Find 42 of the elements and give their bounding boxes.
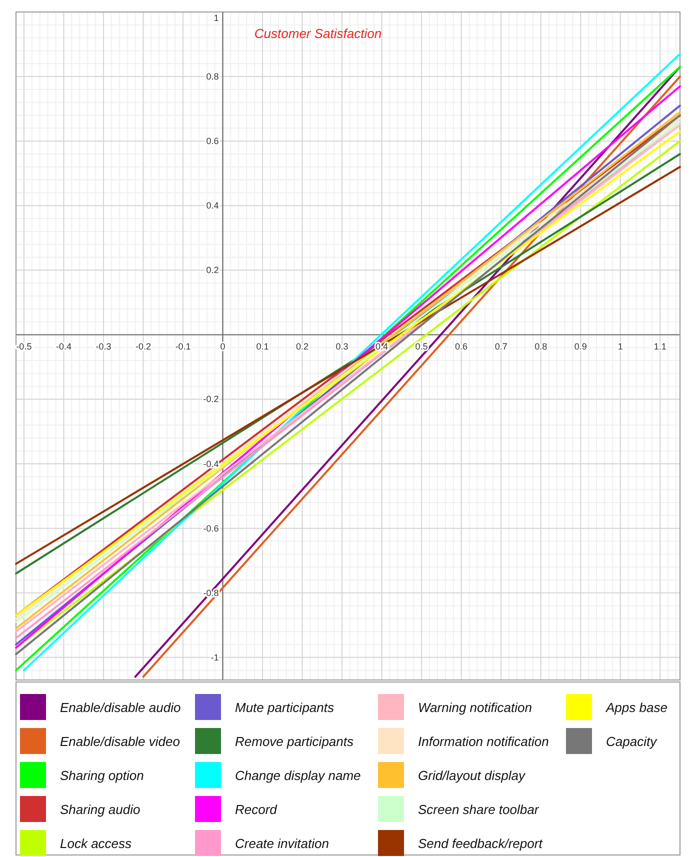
x-tick-label: 0.7 <box>494 342 508 352</box>
legend-label: Remove participants <box>235 734 354 749</box>
x-tick-label: 0.5 <box>415 342 428 352</box>
x-tick-label: -0.1 <box>175 342 191 352</box>
legend-label: Mute participants <box>235 700 334 715</box>
legend-label: Warning notification <box>418 700 532 715</box>
x-tick-label: -0.4 <box>56 342 72 352</box>
x-tick-label: 0.4 <box>376 342 388 352</box>
y-tick-label: -0.2 <box>203 394 219 404</box>
x-tick-label: -0.5 <box>16 342 32 352</box>
text: Customer Satisfaction <box>254 26 382 41</box>
legend-label: Create invitation <box>235 836 329 851</box>
x-tick-label: 0.8 <box>534 342 548 352</box>
x-tick-label: 0.2 <box>296 342 309 352</box>
legend-label: Change display name <box>235 768 361 783</box>
legend-label: Enable/disable audio <box>60 700 181 715</box>
y-tick-label: 1 <box>214 13 219 23</box>
x-tick-label: -0.3 <box>96 342 112 352</box>
x-tick-label: 1.1 <box>654 342 666 352</box>
y-tick-label: -1 <box>210 652 219 662</box>
y-tick-label: -0.6 <box>203 523 219 534</box>
legend-label: Lock access <box>60 836 132 851</box>
x-tick-label: -0.2 <box>135 342 151 352</box>
x-tick-label: 0.9 <box>574 342 587 352</box>
y-tick-label: 0.4 <box>206 200 219 211</box>
legend-label: Capacity <box>606 734 658 749</box>
legend-label: Record <box>235 802 278 817</box>
legend-label: Information notification <box>418 734 549 749</box>
legend-label: Grid/layout display <box>418 768 526 783</box>
y-tick-label: 0.2 <box>206 265 219 276</box>
y-tick-label: 0.8 <box>206 72 219 82</box>
legend-label: Sharing option <box>60 768 144 783</box>
legend-label: Sharing audio <box>60 802 140 817</box>
x-tick-label: 1 <box>618 342 623 352</box>
y-tick-label: 0.6 <box>206 136 219 146</box>
legend-label: Screen share toolbar <box>418 802 540 817</box>
legend-label: Send feedback/report <box>418 836 544 851</box>
x-tick-label: 0.3 <box>336 342 348 352</box>
x-tick-label: 0.1 <box>256 342 269 352</box>
legend-label: Enable/disable video <box>60 734 180 749</box>
x-tick-label: 0.6 <box>455 342 468 352</box>
legend-label: Apps base <box>605 700 668 715</box>
